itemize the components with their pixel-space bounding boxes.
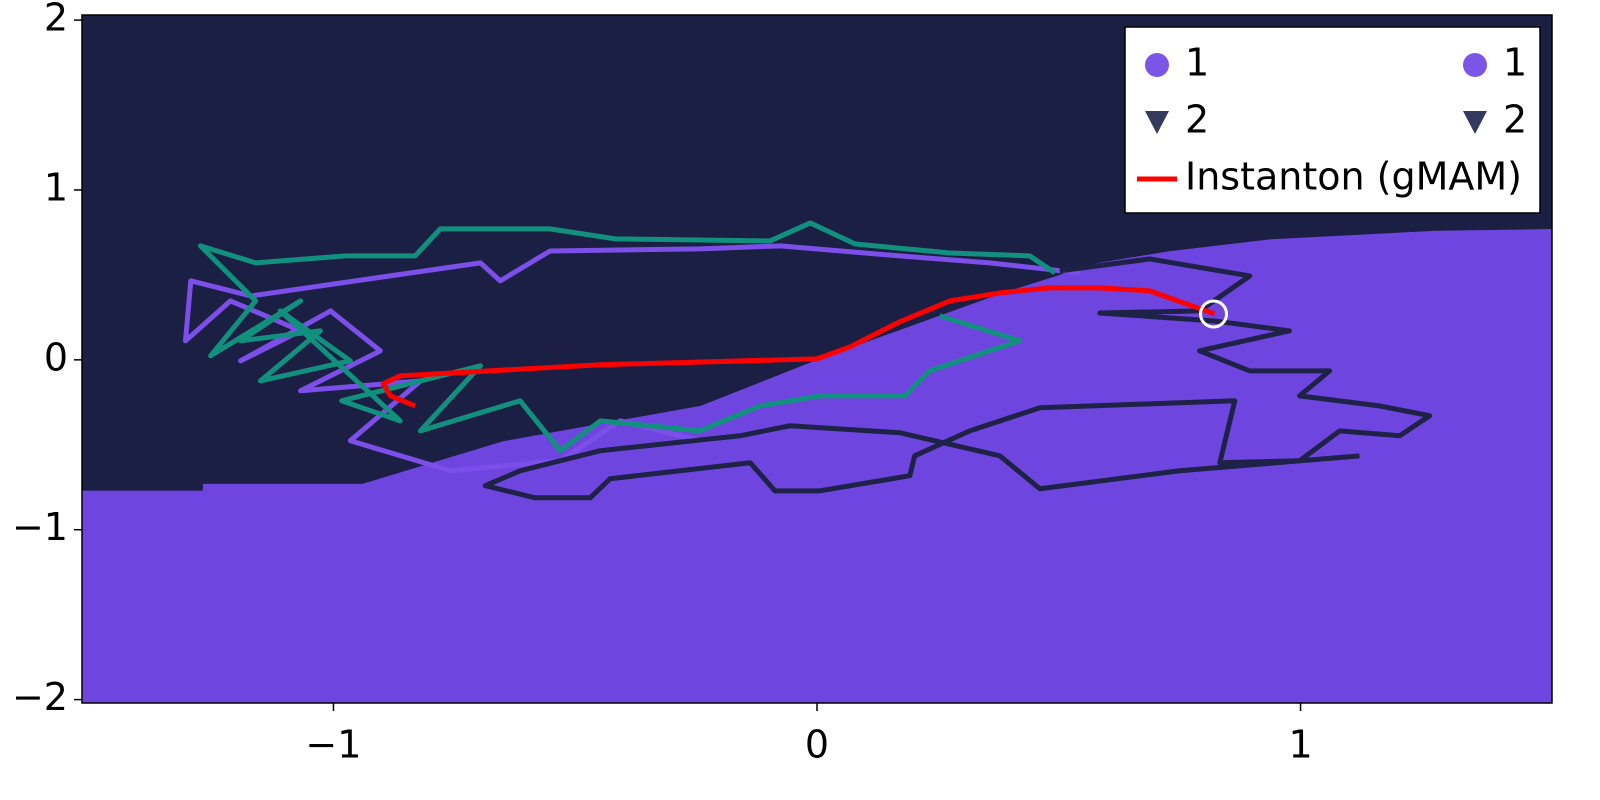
- y-tick-label: −1: [12, 505, 68, 549]
- trajectory: [482, 256, 1433, 501]
- legend-marker: [1145, 53, 1169, 77]
- legend-label: 2: [1185, 98, 1209, 142]
- y-tick-label: 0: [44, 335, 68, 379]
- x-tick-label: −1: [305, 723, 361, 767]
- basin-region: [82, 229, 1552, 703]
- trajectory: [182, 243, 1080, 474]
- y-tick-label: −2: [12, 675, 68, 719]
- legend-label: Instanton (gMAM): [1185, 155, 1522, 199]
- legend-label: 2: [1503, 98, 1527, 142]
- legend-marker: [1463, 111, 1487, 134]
- trajectory: [197, 220, 1057, 454]
- x-tick-label: 0: [805, 723, 829, 767]
- legend-label: 1: [1185, 41, 1209, 85]
- x-tick-label: 1: [1288, 723, 1312, 767]
- y-tick-label: 1: [44, 165, 68, 209]
- legend-marker: [1463, 53, 1487, 77]
- y-tick-label: 2: [44, 0, 68, 40]
- instanton-line: [380, 285, 1216, 409]
- legend-label: 1: [1503, 41, 1527, 85]
- legend-marker: [1145, 111, 1169, 134]
- attractor-point: [1199, 299, 1229, 329]
